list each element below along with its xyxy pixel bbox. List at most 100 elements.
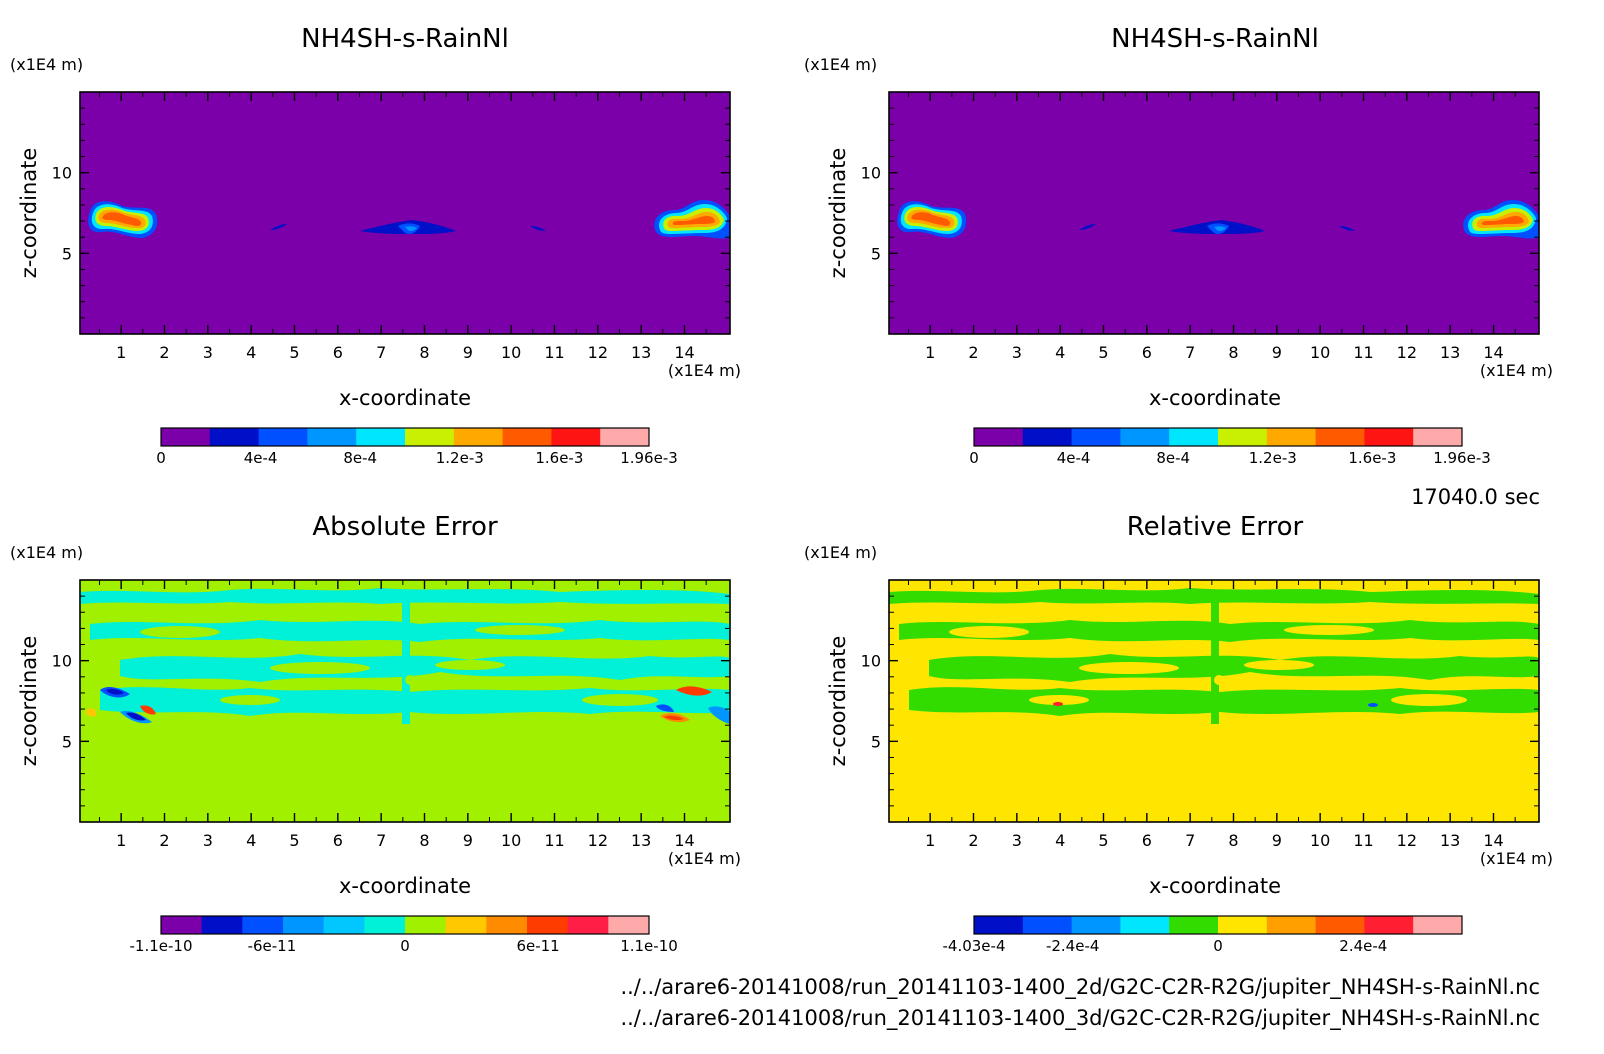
x-tick-label: 7 [376, 831, 386, 850]
x-tick-label: 6 [1142, 831, 1152, 850]
field-plot [80, 580, 730, 822]
x-tick-label: 10 [1310, 343, 1330, 362]
colorbar-segment [242, 916, 284, 934]
colorbar-segment [258, 428, 308, 446]
x-axis-label: x-coordinate [339, 386, 471, 410]
colorbar-tick-label: -6e-11 [248, 937, 297, 955]
x-tick-label: 14 [1483, 831, 1503, 850]
x-tick-label: 2 [159, 343, 169, 362]
x-tick-label: 11 [544, 343, 564, 362]
y-unit-label: (x1E4 m) [804, 543, 877, 562]
file-path-3d: ../../arare6-20141008/run_20141103-1400_… [620, 1006, 1540, 1031]
colorbar-segment [1071, 428, 1121, 446]
x-tick-label: 4 [1055, 831, 1065, 850]
colorbar-tick-label: 1.2e-3 [1249, 449, 1297, 467]
y-tick-label: 5 [62, 244, 72, 263]
x-axis-label: x-coordinate [339, 874, 471, 898]
x-tick-label: 9 [463, 343, 473, 362]
x-tick-label: 2 [968, 343, 978, 362]
colorbar-tick-label: 0 [400, 937, 410, 955]
field-plot [889, 580, 1539, 822]
green-patches [140, 625, 658, 706]
panel-title: NH4SH-s-RainNl [1111, 24, 1319, 54]
cyan-regions [80, 588, 730, 724]
y-axis-label: z-coordinate [17, 636, 41, 767]
colorbar-segment [1120, 428, 1170, 446]
y-tick-label: 10 [861, 164, 881, 183]
colorbar-tick-label: 1.1e-10 [620, 937, 678, 955]
colorbar-segment [307, 428, 357, 446]
x-tick-label: 2 [968, 831, 978, 850]
x-tick-label: 1 [116, 831, 126, 850]
x-tick-label: 10 [501, 343, 521, 362]
x-tick-label: 5 [1098, 831, 1108, 850]
colorbar-tick-label: 1.6e-3 [1348, 449, 1396, 467]
panel-top-left: NH4SH-s-RainNl (x1E4 m) [10, 24, 741, 467]
x-tick-label: 7 [376, 343, 386, 362]
colorbar-frame [160, 427, 650, 447]
y-axis-label: z-coordinate [826, 636, 850, 767]
field-plot [889, 92, 1539, 334]
colorbar: 0 4e-4 8e-4 1.2e-3 1.6e-3 1.96e-3 [156, 427, 678, 467]
colorbar-segment [209, 428, 260, 446]
colorbar-tick-label: 6e-11 [516, 937, 559, 955]
colorbar-frame [160, 915, 650, 935]
field-plot [80, 92, 730, 334]
colorbar-segment [1266, 916, 1317, 934]
x-tick-label: 12 [588, 343, 608, 362]
colorbar-segment [453, 428, 504, 446]
colorbar-segment [1022, 428, 1073, 446]
y-tick-label: 5 [871, 244, 881, 263]
x-tick-label: 14 [674, 831, 694, 850]
x-tick-label: 3 [203, 831, 213, 850]
error-features-left [85, 687, 156, 724]
colorbar-segment [1364, 916, 1414, 934]
colorbar-tick-label: -4.03e-4 [943, 937, 1006, 955]
y-tick-label: 10 [52, 652, 72, 671]
x-tick-label: 3 [203, 343, 213, 362]
colorbar-segment [1120, 916, 1170, 934]
x-tick-label: 14 [674, 343, 694, 362]
panel-bottom-right: Relative Error (x1E4 m) [804, 512, 1553, 955]
x-tick-label: 1 [116, 343, 126, 362]
colorbar: -4.03e-4 -2.4e-4 0 2.4e-4 [943, 915, 1463, 955]
colorbar-segment [567, 916, 609, 934]
colorbar-tick-label: 2.4e-4 [1339, 937, 1387, 955]
x-unit-label: (x1E4 m) [1480, 849, 1553, 868]
center-feature [270, 220, 546, 234]
x-tick-label: 1 [925, 831, 935, 850]
x-unit-label: (x1E4 m) [668, 361, 741, 380]
x-tick-label: 7 [1185, 831, 1195, 850]
colorbar: -1.1e-10 -6e-11 0 6e-11 1.1e-10 [130, 915, 678, 955]
x-tick-label: 14 [1483, 343, 1503, 362]
colorbar-tick-label: 8e-4 [343, 449, 377, 467]
colorbar-segment [551, 428, 601, 446]
colorbar-segment [1413, 916, 1463, 934]
colorbar-tick-label: 0 [1213, 937, 1223, 955]
y-unit-label: (x1E4 m) [804, 55, 877, 74]
colorbar-segment [283, 916, 325, 934]
center-feature [1079, 220, 1355, 234]
panel-title: NH4SH-s-RainNl [301, 24, 509, 54]
colorbar-frame [973, 915, 1463, 935]
x-tick-label: 8 [419, 343, 429, 362]
field-background [889, 92, 1539, 334]
colorbar-segment [201, 916, 243, 934]
colorbar-segment [1169, 916, 1219, 934]
colorbar-tick-label: 0 [156, 449, 166, 467]
y-axis-label: z-coordinate [826, 148, 850, 279]
colorbar-frame [973, 427, 1463, 447]
x-tick-label: 12 [588, 831, 608, 850]
colorbar-segment [1315, 916, 1365, 934]
file-path-2d: ../../arare6-20141008/run_20141103-1400_… [620, 975, 1540, 1000]
y-tick-label: 5 [62, 732, 72, 751]
x-tick-label: 10 [1310, 831, 1330, 850]
x-tick-label: 13 [631, 831, 651, 850]
colorbar-tick-label: 1.2e-3 [436, 449, 484, 467]
x-unit-label: (x1E4 m) [1480, 361, 1553, 380]
colorbar: 0 4e-4 8e-4 1.2e-3 1.6e-3 1.96e-3 [969, 427, 1491, 467]
x-tick-label: 4 [1055, 343, 1065, 362]
x-tick-label: 2 [159, 831, 169, 850]
colorbar-segment [323, 916, 365, 934]
x-axis-label: x-coordinate [1149, 386, 1281, 410]
